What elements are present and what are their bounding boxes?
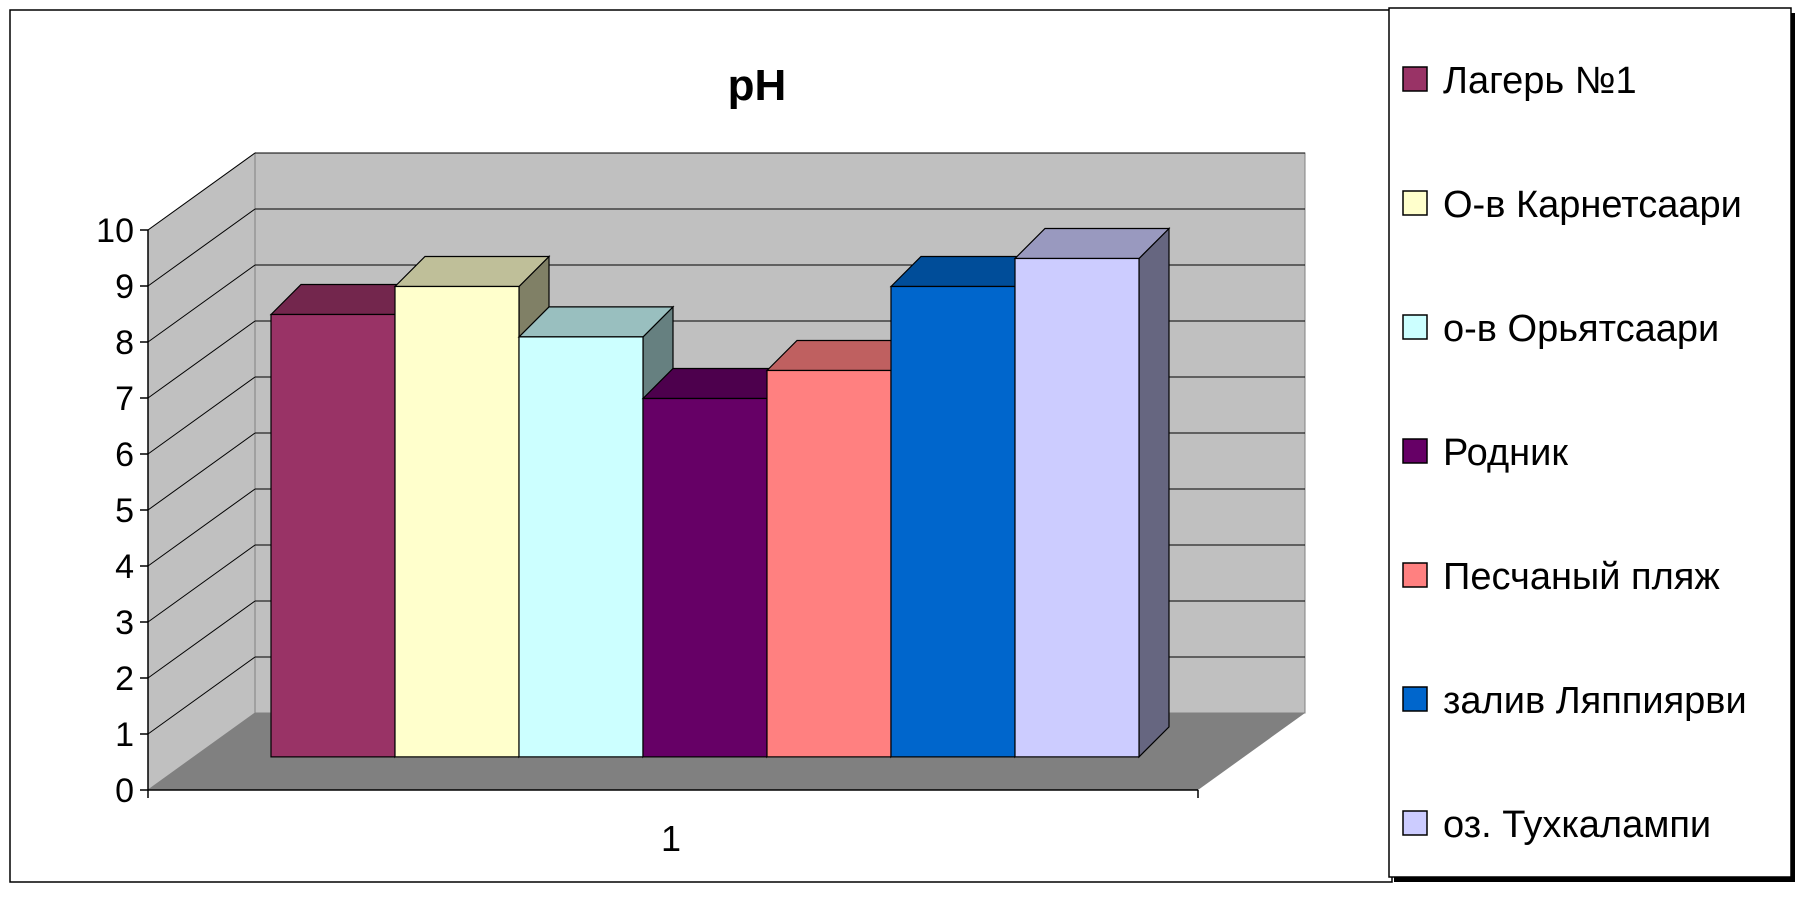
gridline-side: [147, 488, 256, 567]
legend-item: Родник: [1402, 432, 1568, 474]
legend-swatch: [1402, 314, 1428, 340]
bar-5: [765, 339, 923, 759]
legend-item: О-в Карнетсаари: [1402, 184, 1742, 226]
y-tick-label: 2: [115, 660, 134, 698]
x-tick-label: 1: [661, 818, 681, 859]
y-tick-label: 4: [115, 548, 134, 586]
gridline-side: [147, 264, 256, 343]
bar-front: [766, 369, 892, 758]
plot-area: 0 1 2 3 4 5 6 7 8 9 10 1: [96, 152, 1306, 859]
y-tick-label: 1: [115, 716, 134, 754]
legend-swatch: [1402, 190, 1428, 216]
bar-front: [518, 336, 644, 758]
legend-label: Песчаный пляж: [1443, 556, 1720, 598]
bar-front: [270, 313, 396, 758]
y-tick-label: 5: [115, 492, 134, 530]
y-tick-label: 10: [96, 212, 134, 250]
legend-swatch: [1402, 810, 1428, 836]
y-tick-label: 8: [115, 324, 134, 362]
bar-front: [394, 285, 520, 758]
legend-swatch: [1402, 686, 1428, 712]
legend-item: Лагерь №1: [1402, 60, 1637, 102]
gridline-side: [147, 320, 256, 399]
chart-title: pH: [728, 61, 787, 110]
legend-item: залив Ляппиярви: [1402, 680, 1747, 722]
legend-label: оз. Тухкалампи: [1443, 804, 1711, 846]
legend-item: оз. Тухкалампи: [1402, 804, 1711, 846]
gridline-side: [147, 208, 256, 287]
bar-7: [1013, 227, 1171, 759]
gridline-side: [147, 656, 256, 735]
y-tick-label: 0: [115, 772, 134, 810]
gridline-side: [147, 544, 256, 623]
legend-item: Песчаный пляж: [1402, 556, 1720, 598]
bar-front: [642, 397, 768, 758]
legend-swatch: [1402, 438, 1428, 464]
y-tick-label: 6: [115, 436, 134, 474]
legend-label: Родник: [1443, 432, 1568, 474]
legend: Лагерь №1 О-в Карнетсаари о-в Орьятсаари Ро…: [1388, 7, 1795, 882]
legend-label: О-в Карнетсаари: [1443, 184, 1742, 226]
legend-label: залив Ляппиярви: [1443, 680, 1747, 722]
y-tick-label: 9: [115, 268, 134, 306]
bar-side: [1138, 227, 1170, 759]
y-tick-label: 3: [115, 604, 134, 642]
bar-front: [890, 285, 1016, 758]
legend-label: Лагерь №1: [1443, 60, 1637, 102]
gridline-side: [147, 152, 256, 231]
legend-swatch: [1402, 562, 1428, 588]
legend-label: о-в Орьятсаари: [1443, 308, 1719, 350]
legend-swatch: [1402, 66, 1428, 92]
legend-item: о-в Орьятсаари: [1402, 308, 1719, 350]
y-tick-label: 7: [115, 380, 134, 418]
bar-front: [1014, 257, 1140, 758]
gridline-side: [147, 600, 256, 679]
gridline-side: [147, 432, 256, 511]
legend-box: [1388, 7, 1792, 878]
gridline-side: [147, 376, 256, 455]
